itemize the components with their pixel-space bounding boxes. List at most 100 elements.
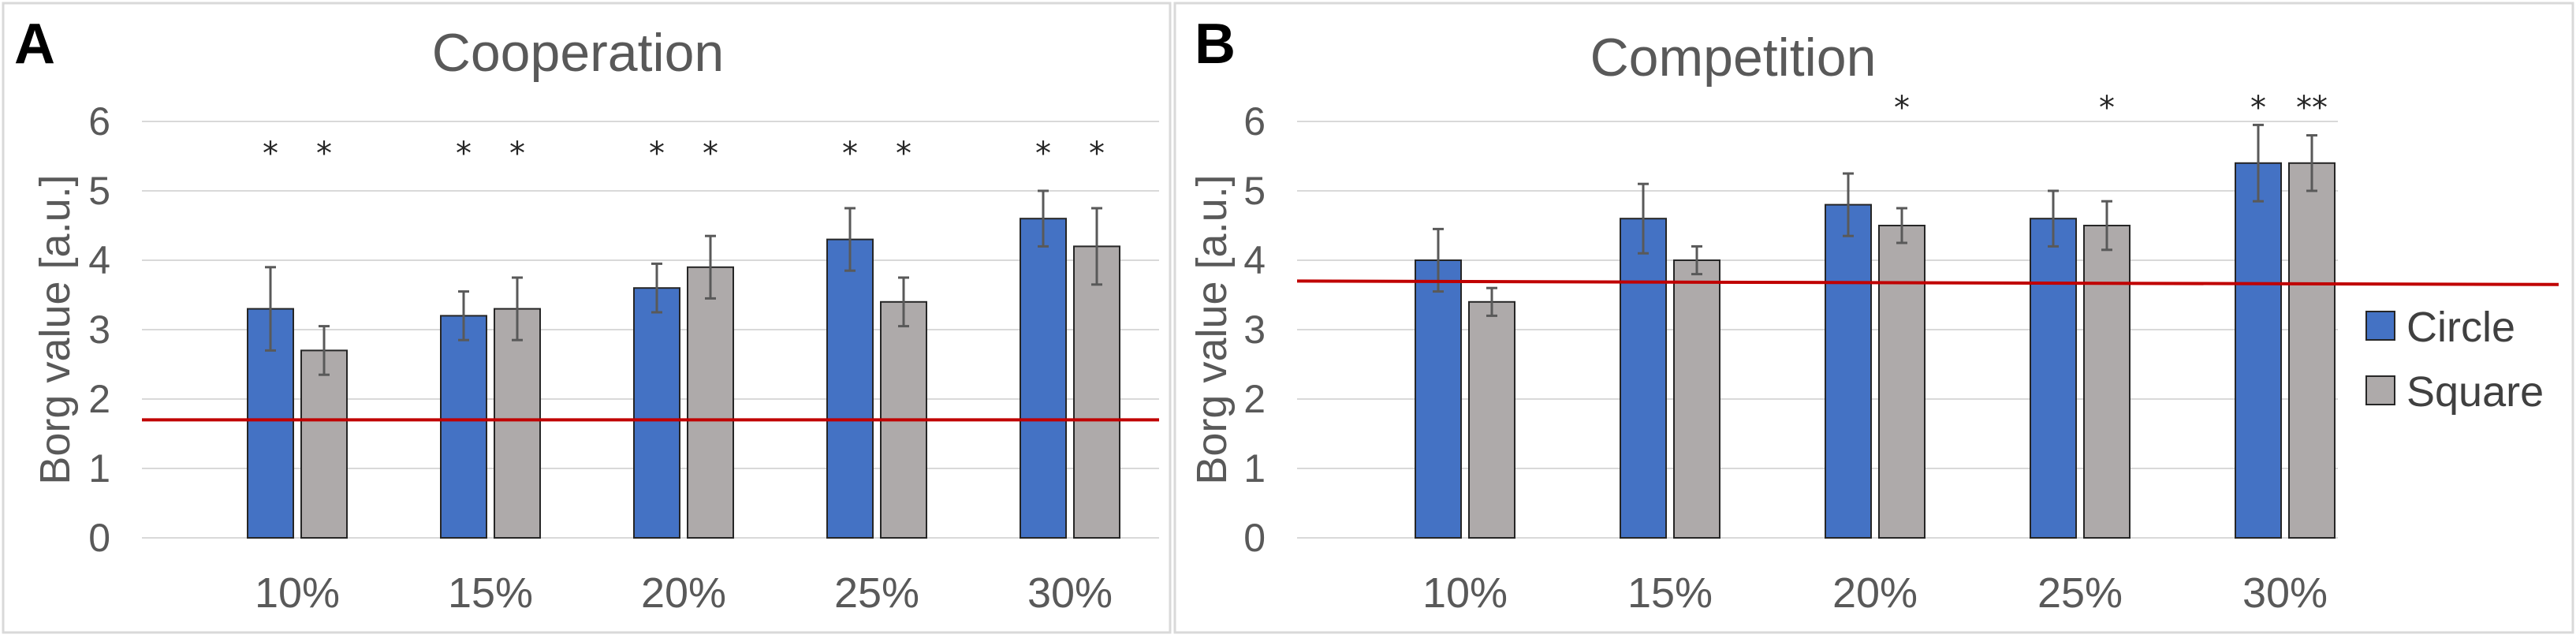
- error-bar: [2101, 200, 2112, 252]
- y-axis-label: Borg value [a.u.]: [32, 174, 79, 484]
- y-tick-label: 2: [1243, 377, 1266, 421]
- y-tick-label: 5: [1243, 169, 1266, 213]
- x-tick-label: 25%: [2037, 569, 2123, 617]
- bar-square: [1073, 245, 1120, 539]
- x-tick-label: 25%: [834, 569, 919, 617]
- y-tick-label: 6: [1243, 99, 1266, 144]
- y-tick-label: 5: [88, 169, 110, 213]
- legend-swatch-square: [2365, 375, 2395, 405]
- legend-label-square: Square: [2406, 368, 2544, 416]
- bars: [247, 218, 1120, 539]
- x-tick-label: 10%: [255, 569, 340, 617]
- bar-circle: [1620, 218, 1667, 539]
- error-bar: [265, 266, 276, 352]
- y-axis-label: Borg value [a.u.]: [1188, 174, 1236, 484]
- bar-circle: [2030, 218, 2077, 539]
- y-tick-label: 3: [88, 308, 110, 352]
- legend-label-circle: Circle: [2406, 304, 2515, 351]
- y-tick-label: 1: [1243, 446, 1266, 491]
- error-bar: [844, 207, 856, 272]
- x-tick-label: 15%: [448, 569, 533, 617]
- significance-marker: *: [316, 136, 332, 172]
- error-bar: [2048, 189, 2059, 248]
- legend-swatch-circle: [2365, 311, 2395, 341]
- significance-marker: *: [649, 136, 665, 172]
- bar-circle: [2235, 162, 2282, 539]
- error-bars: [265, 189, 1102, 376]
- y-tick-label: 6: [88, 99, 110, 144]
- error-bar: [1691, 244, 1702, 276]
- x-tick-label: 20%: [1832, 569, 1918, 617]
- significance-marker: *: [2099, 90, 2115, 126]
- x-tick-label: 10%: [1422, 569, 1508, 617]
- bar-square: [687, 266, 734, 539]
- chart-title: Competition: [1590, 28, 1877, 88]
- y-tick-label: 1: [88, 446, 110, 491]
- bar-square: [2288, 162, 2336, 539]
- x-tick-label: 30%: [1027, 569, 1113, 617]
- error-bar: [898, 276, 909, 328]
- significance-marker: *: [456, 136, 472, 172]
- significance-marker: *: [2250, 90, 2266, 126]
- bar-circle: [440, 315, 487, 539]
- bars: [1415, 162, 2336, 539]
- panel-frame: [1173, 2, 2574, 634]
- y-tick-label: 3: [1243, 308, 1266, 352]
- significance-marker: *: [263, 136, 278, 172]
- panel-competition: B Competition Borg value [a.u.] 0123456 …: [1173, 2, 2574, 634]
- error-bar: [651, 262, 662, 314]
- x-tick-label: 15%: [1627, 569, 1713, 617]
- bar-circle: [1825, 203, 1872, 539]
- y-tick-label: 2: [88, 377, 110, 421]
- error-bar: [1638, 182, 1649, 255]
- y-tick-label: 0: [1243, 516, 1266, 560]
- bar-square: [1673, 259, 1720, 539]
- significance-markers: * * * **: [1894, 90, 2328, 126]
- x-tick-labels: 10% 15% 20% 25% 30%: [1422, 569, 2328, 617]
- error-bar: [458, 290, 469, 341]
- significance-marker: *: [703, 136, 718, 172]
- panel-label: A: [14, 13, 55, 76]
- error-bar: [1091, 207, 1102, 286]
- y-tick-labels: 0 1 2 3 4 5 6: [1243, 99, 1266, 560]
- reference-line: [1296, 279, 2559, 286]
- error-bar: [705, 234, 716, 300]
- bar-square: [2083, 225, 2131, 539]
- legend: Circle Square: [2365, 304, 2544, 416]
- error-bar: [1843, 172, 1854, 237]
- panel-frame: [2, 2, 1172, 634]
- error-bar: [2306, 134, 2317, 192]
- significance-marker: *: [1089, 136, 1105, 172]
- bar-square: [300, 349, 348, 539]
- y-tick-label: 4: [88, 238, 110, 282]
- bar-square: [1468, 300, 1515, 539]
- error-bar: [1038, 189, 1049, 248]
- error-bar: [2253, 123, 2264, 203]
- y-tick-labels: 0 1 2 3 4 5 6: [88, 99, 110, 560]
- significance-marker: *: [896, 136, 911, 172]
- error-bar: [1486, 286, 1497, 317]
- significance-marker: **: [2296, 90, 2328, 126]
- x-tick-label: 30%: [2242, 569, 2328, 617]
- significance-marker: *: [1894, 90, 1910, 126]
- bar-square: [1878, 225, 1925, 539]
- significance-marker: *: [1035, 136, 1051, 172]
- legend-item-circle: Circle: [2365, 304, 2515, 351]
- error-bar: [319, 325, 330, 376]
- bar-circle: [1020, 218, 1067, 539]
- bar-square: [494, 308, 541, 539]
- x-tick-labels: 10% 15% 20% 25% 30%: [255, 569, 1113, 617]
- error-bar: [512, 276, 523, 341]
- bar-circle: [1415, 259, 1462, 539]
- bar-circle: [826, 238, 874, 539]
- significance-marker: *: [509, 136, 525, 172]
- y-tick-label: 4: [1243, 238, 1266, 282]
- legend-item-square: Square: [2365, 368, 2544, 416]
- panel-label: B: [1195, 13, 1236, 76]
- bar-circle: [633, 287, 680, 539]
- x-tick-label: 20%: [641, 569, 726, 617]
- y-tick-label: 0: [88, 516, 110, 560]
- significance-marker: *: [842, 136, 858, 172]
- chart-title: Cooperation: [432, 23, 724, 83]
